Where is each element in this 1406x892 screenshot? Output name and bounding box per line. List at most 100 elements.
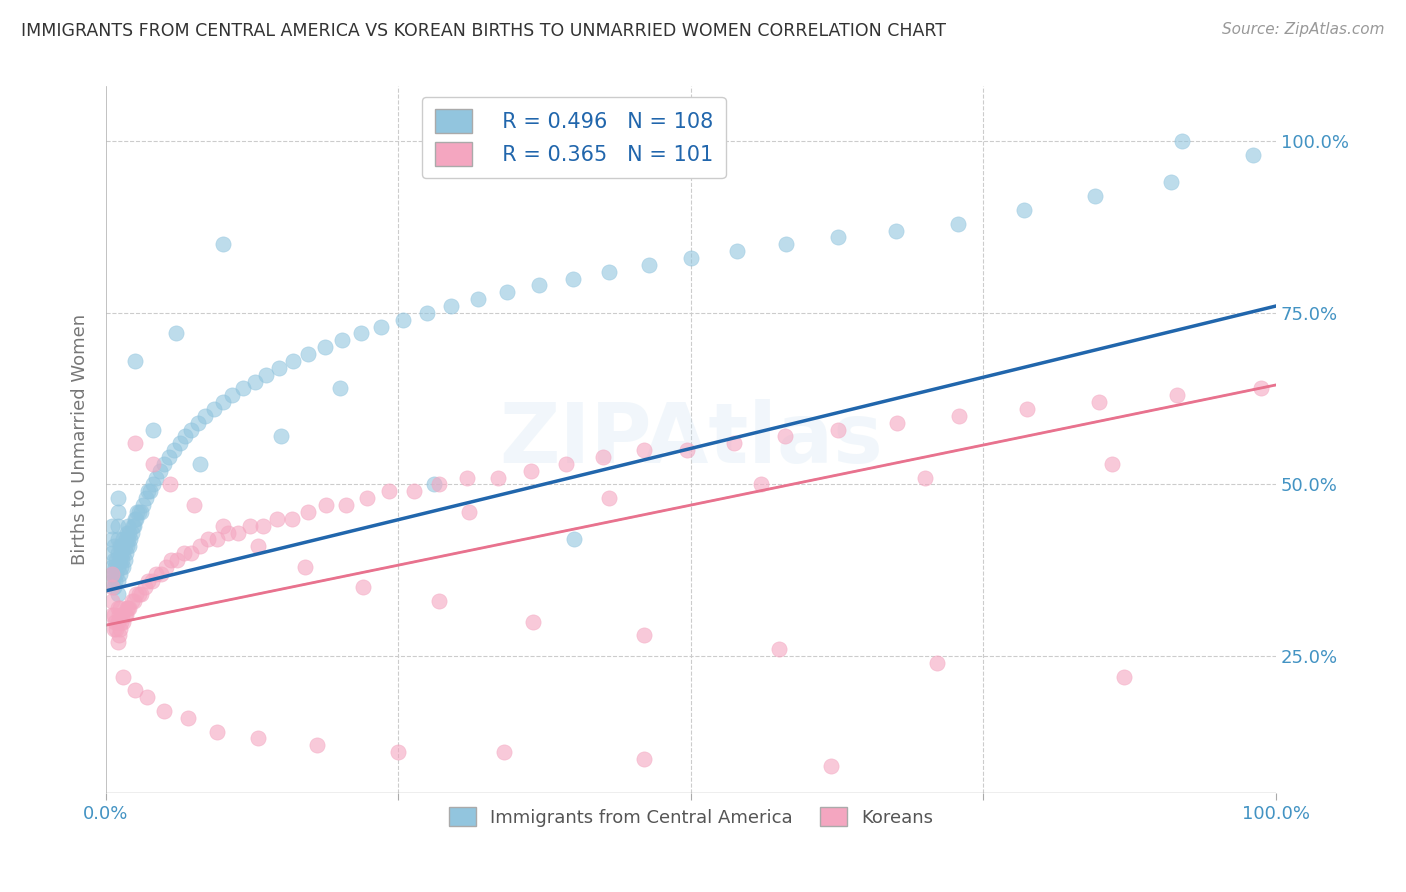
Point <box>108 539 131 553</box>
Point <box>160 553 183 567</box>
Point <box>329 381 352 395</box>
Point <box>145 566 167 581</box>
Point <box>294 559 316 574</box>
Point <box>281 512 304 526</box>
Point <box>925 656 948 670</box>
Point <box>105 566 128 581</box>
Point <box>136 574 159 588</box>
Point <box>1250 381 1272 395</box>
Point <box>112 533 135 547</box>
Point <box>314 340 336 354</box>
Point <box>370 319 392 334</box>
Point <box>121 518 143 533</box>
Point <box>107 607 129 622</box>
Point <box>773 429 796 443</box>
Point <box>107 601 129 615</box>
Point <box>820 759 842 773</box>
Point <box>598 265 620 279</box>
Point <box>554 457 576 471</box>
Point <box>142 477 165 491</box>
Point <box>212 237 235 252</box>
Point <box>121 525 143 540</box>
Point <box>387 745 409 759</box>
Point <box>169 436 191 450</box>
Point <box>149 464 172 478</box>
Point <box>104 559 127 574</box>
Point <box>205 533 228 547</box>
Point <box>108 553 131 567</box>
Point <box>100 607 122 622</box>
Point <box>247 539 270 553</box>
Point <box>108 566 131 581</box>
Point <box>103 581 125 595</box>
Point <box>155 559 177 574</box>
Point <box>159 477 181 491</box>
Point <box>637 258 659 272</box>
Point <box>128 505 150 519</box>
Point <box>217 525 239 540</box>
Point <box>1101 457 1123 471</box>
Point <box>254 368 277 382</box>
Point <box>456 470 478 484</box>
Point <box>174 429 197 443</box>
Point <box>132 498 155 512</box>
Point <box>124 354 146 368</box>
Point <box>110 559 132 574</box>
Point <box>100 533 122 547</box>
Point <box>187 416 209 430</box>
Point <box>486 470 509 484</box>
Point <box>104 574 127 588</box>
Point <box>188 539 211 553</box>
Point <box>252 518 274 533</box>
Point <box>163 443 186 458</box>
Legend: Immigrants from Central America, Koreans: Immigrants from Central America, Koreans <box>441 800 941 834</box>
Point <box>100 574 122 588</box>
Point <box>114 539 136 553</box>
Point <box>1112 670 1135 684</box>
Point <box>108 601 131 615</box>
Point <box>519 464 541 478</box>
Point <box>124 436 146 450</box>
Point <box>157 450 180 464</box>
Point <box>107 615 129 629</box>
Point <box>112 670 135 684</box>
Point <box>427 594 450 608</box>
Point <box>115 539 138 553</box>
Point <box>111 553 134 567</box>
Point <box>335 498 357 512</box>
Point <box>117 533 139 547</box>
Point <box>107 587 129 601</box>
Point <box>120 533 142 547</box>
Point <box>112 546 135 560</box>
Point <box>239 518 262 533</box>
Point <box>139 484 162 499</box>
Point <box>221 388 243 402</box>
Point <box>136 484 159 499</box>
Point <box>153 704 176 718</box>
Point <box>107 533 129 547</box>
Point <box>415 306 437 320</box>
Point <box>142 457 165 471</box>
Point <box>1160 176 1182 190</box>
Point <box>1166 388 1188 402</box>
Point <box>111 539 134 553</box>
Point <box>107 505 129 519</box>
Point <box>633 628 655 642</box>
Point <box>723 436 745 450</box>
Point <box>108 622 131 636</box>
Point <box>1241 148 1264 162</box>
Point <box>124 683 146 698</box>
Point <box>149 566 172 581</box>
Point <box>212 518 235 533</box>
Point <box>827 230 849 244</box>
Point <box>107 518 129 533</box>
Point <box>114 607 136 622</box>
Point <box>100 594 122 608</box>
Point <box>112 615 135 629</box>
Point <box>103 553 125 567</box>
Point <box>114 553 136 567</box>
Point <box>775 237 797 252</box>
Point <box>135 690 157 705</box>
Point <box>212 395 235 409</box>
Point <box>100 566 122 581</box>
